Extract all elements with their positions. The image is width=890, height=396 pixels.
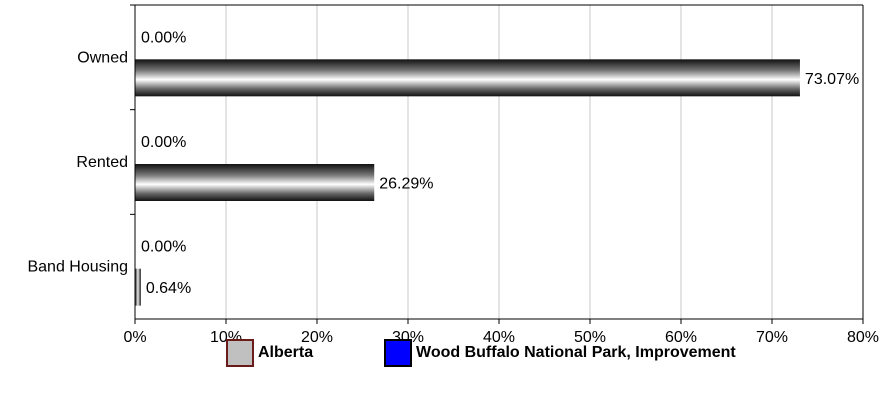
x-tick-label-5: 50% (574, 329, 606, 346)
bar-alberta-rented (135, 164, 375, 201)
legend-item-wood-buffalo: Wood Buffalo National Park, Improvement (384, 337, 736, 369)
bar-alberta-owned (135, 59, 800, 97)
bar-alberta-band-housing (135, 268, 141, 306)
legend-item-alberta: Alberta (226, 337, 313, 369)
data-label-wood-buffalo-rented: 0.00% (141, 134, 186, 151)
legend-swatch-wood-buffalo (384, 339, 412, 367)
legend-swatch-alberta (226, 339, 254, 367)
legend-label-alberta: Alberta (258, 344, 314, 361)
data-label-alberta-owned: 73.07% (805, 71, 859, 88)
data-label-alberta-band-housing: 0.64% (146, 280, 191, 297)
legend: Alberta Wood Buffalo National Park, Impr… (0, 337, 890, 377)
data-label-wood-buffalo-band-housing: 0.00% (141, 239, 186, 256)
bars-group (135, 59, 800, 306)
x-tick-label-8: 80% (847, 329, 879, 346)
legend-label-wood-buffalo: Wood Buffalo National Park, Improvement (416, 344, 736, 361)
y-category-label-owned: Owned (77, 49, 128, 66)
data-label-alberta-rented: 26.29% (379, 176, 433, 193)
x-tick-label-6: 60% (665, 329, 697, 346)
data-label-wood-buffalo-owned: 0.00% (141, 29, 186, 46)
grid-lines (225, 5, 864, 319)
labels-group: 0% 10% 20% 30% 40% 50% 60% 70% 80%Owned0.00%73.0… (27, 29, 879, 346)
x-tick-label-4: 40% (483, 329, 515, 346)
x-tick-label-7: 70% (756, 329, 788, 346)
x-tick-label-2: 20% (301, 329, 333, 346)
x-tick-label-0: 0% (123, 329, 146, 346)
y-category-label-band-housing: Band Housing (27, 259, 128, 276)
axes (130, 4, 864, 324)
y-category-label-rented: Rented (76, 154, 128, 171)
